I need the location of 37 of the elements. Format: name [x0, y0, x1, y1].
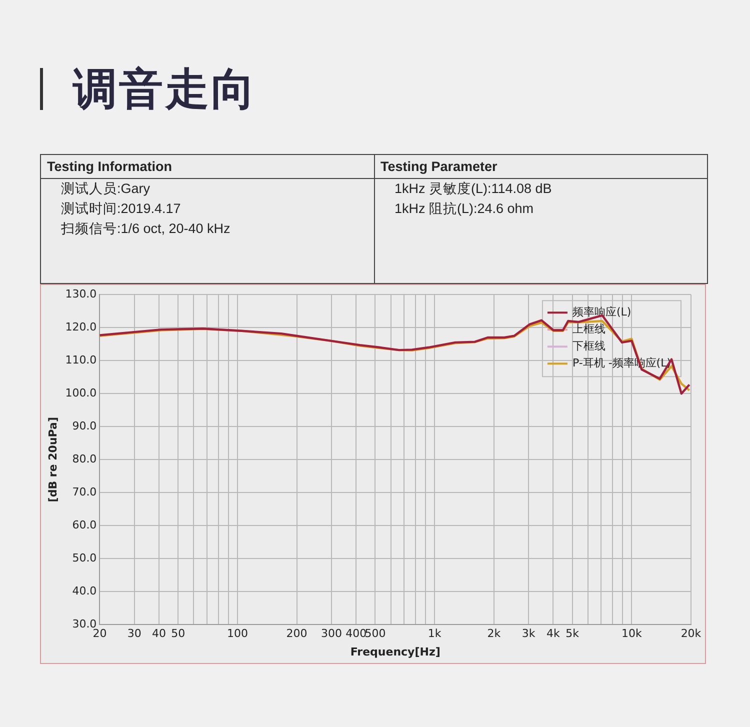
text: 测试人员:Gary: [60, 180, 152, 198]
x-tick-label: 10k: [621, 627, 642, 640]
y-tick-label: 90.0: [72, 419, 97, 432]
x-tick-label: 4k: [546, 627, 561, 640]
y-tick-label: 100.0: [65, 386, 97, 400]
x-tick-label: 5k: [566, 627, 580, 640]
x-tick-label: 3k: [522, 627, 536, 640]
x-tick-label: 300: [321, 627, 342, 640]
text: 1kHz 阻抗(L):24.6 ohm: [394, 200, 535, 218]
chart-title: 调音走向: [73, 62, 257, 116]
legend-label: 上框线: [572, 322, 606, 336]
x-tick-label: 2k: [487, 627, 502, 640]
x-tick-label: 100: [226, 627, 248, 640]
legend-label: 下框线: [572, 339, 606, 352]
text: 测试时间:2019.4.17: [60, 200, 182, 218]
x-tick-label: 1k: [428, 627, 442, 640]
x-axis-title: Frequency[Hz]: [350, 645, 440, 658]
text: Testing Information: [41, 155, 374, 179]
y-tick-label: 110.0: [65, 353, 97, 366]
y-tick-label: 120.0: [65, 320, 97, 334]
y-tick-label: 80.0: [72, 452, 97, 466]
y-tick-label: 70.0: [72, 485, 97, 498]
x-tick-label: 500: [364, 627, 386, 640]
text: 1kHz 灵敏度(L):114.08 dB: [394, 180, 553, 198]
text: 扫频信号:1/6 oct, 20-40 kHz: [60, 220, 232, 238]
y-tick-label: 40.0: [72, 584, 97, 598]
x-tick-label: 30: [127, 627, 142, 640]
x-tick-label: 50: [171, 627, 186, 640]
text: Testing Parameter: [374, 155, 707, 179]
y-tick-label: 130.0: [65, 287, 97, 300]
y-tick-label: 60.0: [72, 518, 97, 532]
y-axis-title: [dB re 20uPa]: [46, 417, 60, 502]
y-tick-label: 50.0: [72, 551, 97, 564]
x-tick-label: 400: [346, 627, 367, 640]
x-tick-label: 20k: [680, 627, 702, 640]
x-tick-label: 200: [286, 627, 308, 640]
x-tick-label: 40: [152, 627, 166, 640]
